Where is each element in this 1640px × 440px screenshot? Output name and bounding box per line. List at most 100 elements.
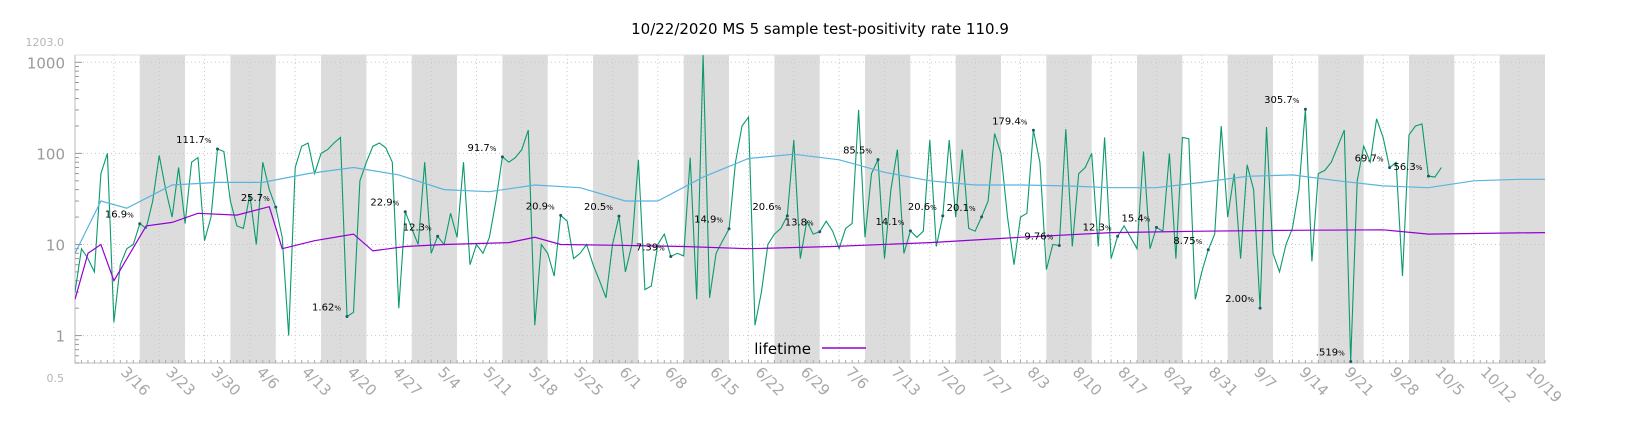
x-tick-label: 5/4 xyxy=(434,363,464,393)
shaded-week-band xyxy=(865,55,911,363)
x-tick-label: 3/23 xyxy=(162,363,199,400)
x-tick-label: 3/30 xyxy=(208,363,245,400)
annotation-point xyxy=(876,158,880,162)
x-tick-label: 9/7 xyxy=(1250,363,1280,393)
series-lines xyxy=(75,55,1545,362)
annotation-label: 85.5% xyxy=(843,146,872,157)
annotation-point xyxy=(436,234,440,238)
legend-label-lifetime: lifetime xyxy=(754,340,811,358)
annotation-label: 2.00% xyxy=(1225,294,1254,305)
shaded-week-band xyxy=(1499,55,1545,363)
y-tick-label: 1 xyxy=(55,328,65,346)
annotation-point xyxy=(908,229,912,233)
y-tick-label: 1000 xyxy=(27,54,65,72)
y-extent-top-label: 1203.0 xyxy=(26,36,65,49)
x-tick-label: 4/27 xyxy=(389,363,426,400)
x-tick-label: 6/15 xyxy=(706,363,743,400)
shaded-week-band xyxy=(230,55,276,363)
annotation-label: 1.62% xyxy=(312,302,341,313)
annotation-point xyxy=(1116,234,1120,238)
annotation-point xyxy=(1388,166,1392,170)
annotation-point xyxy=(1031,128,1035,132)
annotation-label: 20.9% xyxy=(526,201,555,212)
annotation-point xyxy=(818,230,822,234)
annotation-label: 25.7% xyxy=(241,193,270,204)
shaded-week-band xyxy=(1137,55,1183,363)
shaded-week-band xyxy=(1409,55,1455,363)
series-daily-line xyxy=(75,55,1442,362)
annotation-point xyxy=(1206,248,1210,252)
shaded-week-band xyxy=(1046,55,1092,363)
x-tick-label: 6/22 xyxy=(752,363,789,400)
x-tick-label: 3/16 xyxy=(117,363,154,400)
annotation-point xyxy=(215,147,219,151)
x-tick-label: 10/19 xyxy=(1522,363,1565,406)
annotation-label: 20.1% xyxy=(947,203,976,214)
x-tick-label: 6/8 xyxy=(661,363,691,393)
annotation-label: 14.1% xyxy=(875,217,904,228)
y-tick-label: 100 xyxy=(36,145,65,163)
x-tick-label: 9/28 xyxy=(1386,363,1423,400)
series-lifetime-line xyxy=(75,205,1545,300)
annotation-point xyxy=(1258,306,1262,310)
shaded-week-band xyxy=(321,55,367,363)
x-tick-label: 10/5 xyxy=(1432,363,1469,400)
x-tick-label: 4/6 xyxy=(253,363,283,393)
y-extent-bottom-label: 0.5 xyxy=(47,372,65,385)
annotation-label: 111.7% xyxy=(176,135,212,146)
annotation-label: 7.39% xyxy=(636,242,665,253)
annotation-point xyxy=(941,214,945,218)
annotation-point xyxy=(345,314,349,318)
annotation-point xyxy=(1426,174,1430,178)
annotation-point xyxy=(617,214,621,218)
shaded-week-band xyxy=(411,55,458,363)
x-tick-label: 8/24 xyxy=(1160,363,1197,400)
annotation-label: 20.5% xyxy=(584,202,613,213)
annotation-label: 91.7% xyxy=(467,143,496,154)
shaded-week-band xyxy=(1227,55,1274,363)
x-tick-label: 7/20 xyxy=(933,363,970,400)
annotation-point xyxy=(785,214,789,218)
annotation-label: 12.3% xyxy=(1083,222,1112,233)
annotation-label: .519% xyxy=(1316,348,1345,359)
shaded-week-band xyxy=(955,55,1002,363)
x-tick-label: 10/12 xyxy=(1477,363,1520,406)
annotation-point xyxy=(500,155,504,159)
shaded-week-band xyxy=(139,55,186,363)
annotation-label: 12.3% xyxy=(403,222,432,233)
x-tick-label: 5/18 xyxy=(525,363,562,400)
x-tick-label: 6/29 xyxy=(797,363,834,400)
x-tick-label: 4/13 xyxy=(298,363,335,400)
annotation-label: 15.4% xyxy=(1122,213,1151,224)
x-tick-label: 8/31 xyxy=(1205,363,1242,400)
annotation-label: 22.9% xyxy=(370,198,399,209)
annotation-label: 20.6% xyxy=(752,202,781,213)
shaded-week-band xyxy=(502,55,548,363)
x-tick-label: 4/20 xyxy=(344,363,381,400)
x-tick-label: 6/1 xyxy=(616,363,646,393)
annotation-label: 305.7% xyxy=(1264,95,1300,106)
annotation-label: 20.6% xyxy=(908,202,937,213)
x-tick-label: 8/17 xyxy=(1114,363,1151,400)
x-tick-label: 5/11 xyxy=(480,363,517,400)
annotation-point xyxy=(274,205,278,209)
annotations: 16.9% 111.7% 25.7% 1.62% 22.9% 12.3% 91.7% 20.9… xyxy=(105,95,1430,364)
annotation-label: 179.4% xyxy=(992,116,1028,127)
shaded-weeks xyxy=(139,55,1545,363)
x-tick-label: 9/21 xyxy=(1341,363,1378,400)
shaded-week-band xyxy=(1318,55,1364,363)
x-tick-label: 5/25 xyxy=(570,363,607,400)
shaded-week-band xyxy=(683,55,730,363)
annotation-label: 16.9% xyxy=(105,210,134,221)
annotation-label: 9.76% xyxy=(1024,231,1053,242)
x-tick-label: 8/3 xyxy=(1024,363,1054,393)
annotation-point xyxy=(403,210,407,214)
x-tick-label: 8/10 xyxy=(1069,363,1106,400)
annotation-point xyxy=(669,254,673,258)
annotation-point xyxy=(1303,107,1307,111)
annotation-label: 14.9% xyxy=(694,215,723,226)
annotation-label: 69.7% xyxy=(1355,154,1384,165)
x-tick-label: 7/13 xyxy=(888,363,925,400)
annotation-point xyxy=(980,215,984,219)
